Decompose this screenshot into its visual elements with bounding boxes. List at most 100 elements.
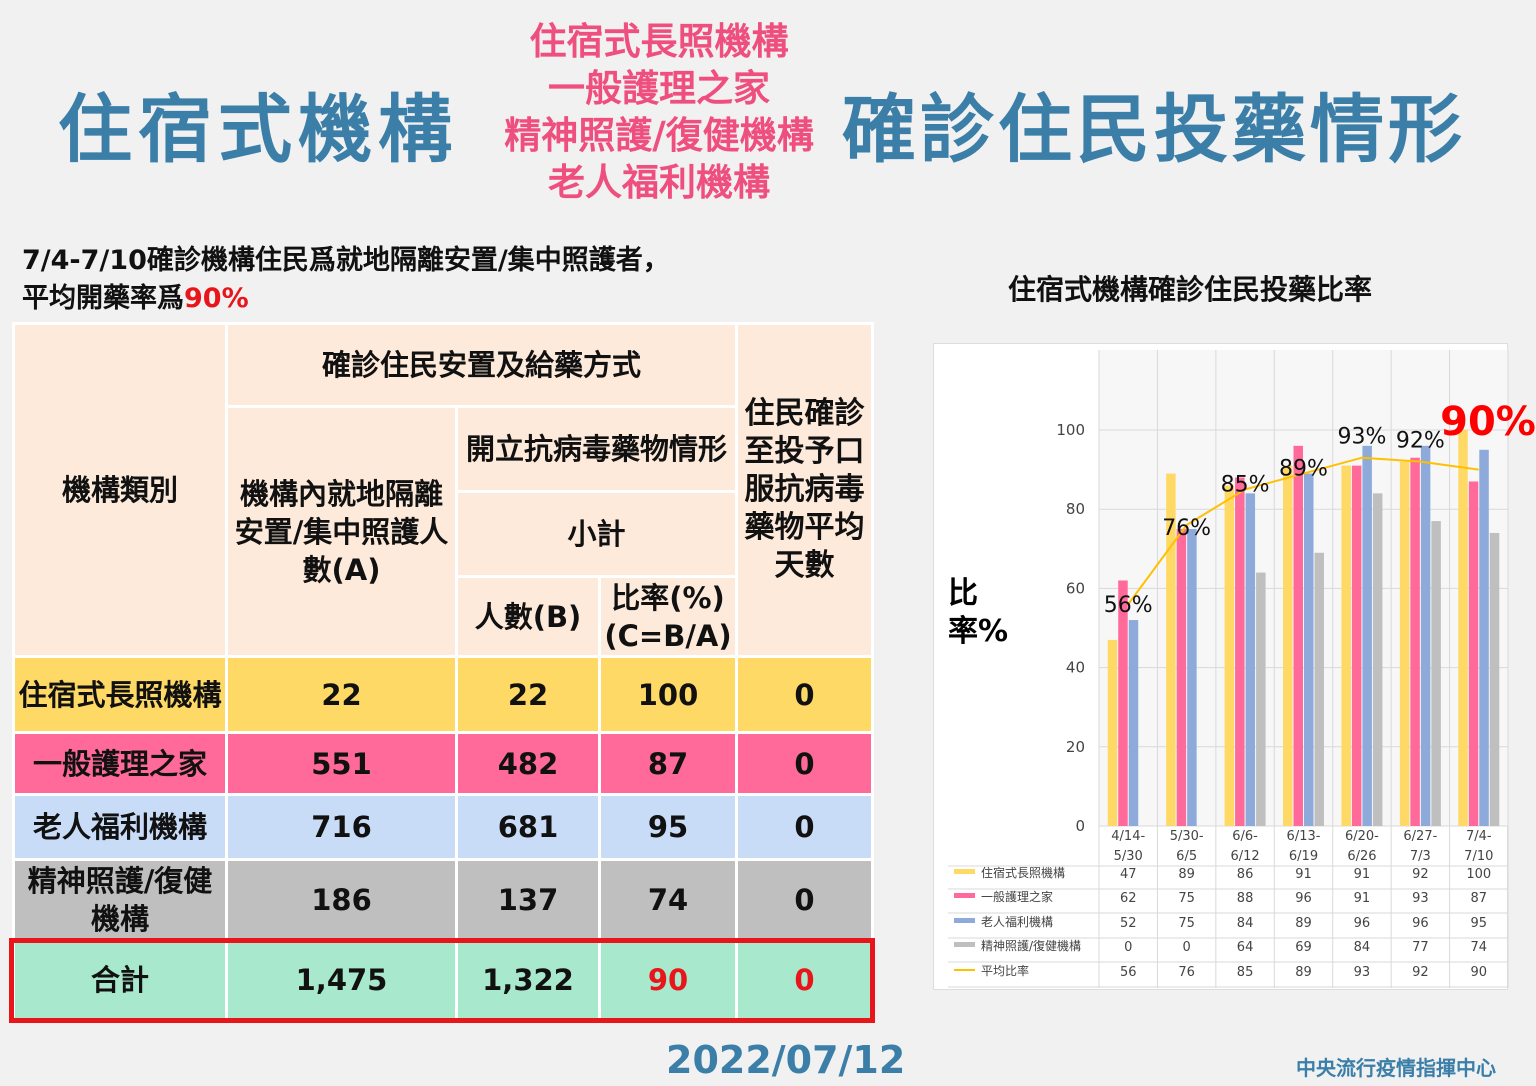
table-value: 64 <box>1237 940 1254 955</box>
cell-days: 0 <box>735 938 874 1021</box>
bar <box>1293 445 1303 826</box>
legend-swatch <box>954 869 975 874</box>
cell-a: 22 <box>225 655 458 734</box>
table-value: 96 <box>1295 891 1312 906</box>
x-tick-label: 4/14- <box>1111 829 1145 844</box>
cell-category: 一般護理之家 <box>12 731 228 796</box>
legend-label: 一般護理之家 <box>981 889 1053 904</box>
org-name: 中央流行疫情指揮中心 <box>1296 1056 1496 1080</box>
x-tick-label: 6/19 <box>1289 849 1318 864</box>
x-tick-label: 5/30- <box>1170 829 1204 844</box>
table-value: 62 <box>1120 891 1137 906</box>
cell-rate: 100 <box>598 655 738 734</box>
legend-label: 精神照護/復健機構 <box>981 938 1081 953</box>
bar <box>1283 465 1293 826</box>
date: 2022/07/12 <box>666 1038 906 1082</box>
bar <box>1224 485 1235 826</box>
x-tick-label: 7/3 <box>1410 849 1431 864</box>
header-days: 住民確診至投予口服抗病毒藥物平均天數 <box>735 322 874 658</box>
table-value: 88 <box>1237 891 1254 906</box>
cell-category: 住宿式長照機構 <box>12 655 228 734</box>
bar <box>1314 552 1324 826</box>
bar <box>1468 481 1479 826</box>
data-label: 92% <box>1396 429 1445 454</box>
table-value: 96 <box>1412 916 1429 931</box>
x-tick-label: 6/6- <box>1232 829 1258 844</box>
bar <box>1245 493 1256 826</box>
bar <box>1304 473 1314 826</box>
header-antiviral: 開立抗病毒藥物情形 <box>455 405 738 493</box>
title-mid-line: 住宿式長照機構 <box>529 20 789 63</box>
legend-label: 平均比率 <box>981 963 1029 978</box>
cell-days: 0 <box>735 655 874 734</box>
table-value: 95 <box>1471 916 1488 931</box>
cell-days: 0 <box>735 793 874 861</box>
data-label: 85% <box>1221 472 1270 497</box>
bar <box>1479 449 1489 826</box>
table-value: 76 <box>1178 965 1195 980</box>
table-value: 90 <box>1471 965 1488 980</box>
table-value: 87 <box>1471 891 1488 906</box>
bar <box>1372 493 1383 826</box>
cell-b: 482 <box>455 731 601 796</box>
table-value: 91 <box>1354 891 1371 906</box>
table-value: 100 <box>1466 867 1491 882</box>
cell-rate: 95 <box>598 793 738 861</box>
bar <box>1351 465 1362 826</box>
table-value: 89 <box>1295 965 1312 980</box>
table-value: 77 <box>1412 940 1429 955</box>
cell-rate: 90 <box>598 938 738 1021</box>
x-tick-label: 6/13- <box>1287 829 1321 844</box>
table-value: 91 <box>1354 867 1371 882</box>
subtitle-value: 90% <box>184 283 249 314</box>
table-value: 92 <box>1412 867 1429 882</box>
title-mid-line: 一般護理之家 <box>548 67 770 110</box>
x-tick-label: 6/12 <box>1230 849 1259 864</box>
bar <box>1256 572 1266 826</box>
x-tick-label: 6/5 <box>1176 849 1197 864</box>
cell-category: 合計 <box>12 938 228 1021</box>
subtitle: 7/4-7/10確診機構住民爲就地隔離安置/集中照護者， 平均開藥率爲90% <box>22 242 670 318</box>
table-value: 92 <box>1412 965 1429 980</box>
bar <box>1458 430 1468 826</box>
bar <box>1118 580 1128 826</box>
table-value: 91 <box>1295 867 1312 882</box>
x-tick-label: 6/27- <box>1403 829 1437 844</box>
x-tick-label: 6/20- <box>1345 829 1379 844</box>
bar <box>1431 521 1441 826</box>
data-label: 89% <box>1279 457 1328 482</box>
x-tick-label: 6/26 <box>1347 849 1376 864</box>
subtitle-line1: 7/4-7/10確診機構住民爲就地隔離安置/集中照護者， <box>22 245 670 276</box>
bar <box>1166 473 1176 826</box>
cell-days: 0 <box>735 731 874 796</box>
average-line <box>1127 456 1479 605</box>
legend-label: 老人福利機構 <box>981 914 1053 929</box>
y-tick-label: 20 <box>1066 738 1085 756</box>
cell-b: 681 <box>455 793 601 861</box>
bar <box>1399 461 1410 826</box>
legend-swatch <box>954 918 975 923</box>
title-mid-line: 老人福利機構 <box>548 161 770 204</box>
data-label: 76% <box>1162 516 1211 541</box>
y-tick-label: 40 <box>1066 659 1085 677</box>
legend-swatch <box>954 942 975 947</box>
cell-b: 22 <box>455 655 601 734</box>
total-highlight-box <box>9 938 875 1023</box>
table-value: 84 <box>1354 940 1371 955</box>
legend-swatch <box>954 893 975 898</box>
x-tick-label: 7/10 <box>1464 849 1493 864</box>
chart-title: 住宿式機構確診住民投藥比率 <box>1008 273 1373 306</box>
title-right: 確診住民投藥情形 <box>842 87 1466 173</box>
table-row-total: 合計 1,475 1,322 90 0 <box>12 938 874 1021</box>
bar <box>1187 529 1197 826</box>
header-isolated: 機構內就地隔離安置/集中照護人數(A) <box>225 405 458 658</box>
table-row: 一般護理之家 551 482 87 0 <box>12 731 874 796</box>
table-value: 0 <box>1183 940 1191 955</box>
bar <box>1128 620 1139 826</box>
table-value: 85 <box>1237 965 1254 980</box>
data-label: 93% <box>1337 425 1386 450</box>
table-value: 75 <box>1178 916 1195 931</box>
cell-a: 551 <box>225 731 458 796</box>
table-value: 84 <box>1237 916 1254 931</box>
